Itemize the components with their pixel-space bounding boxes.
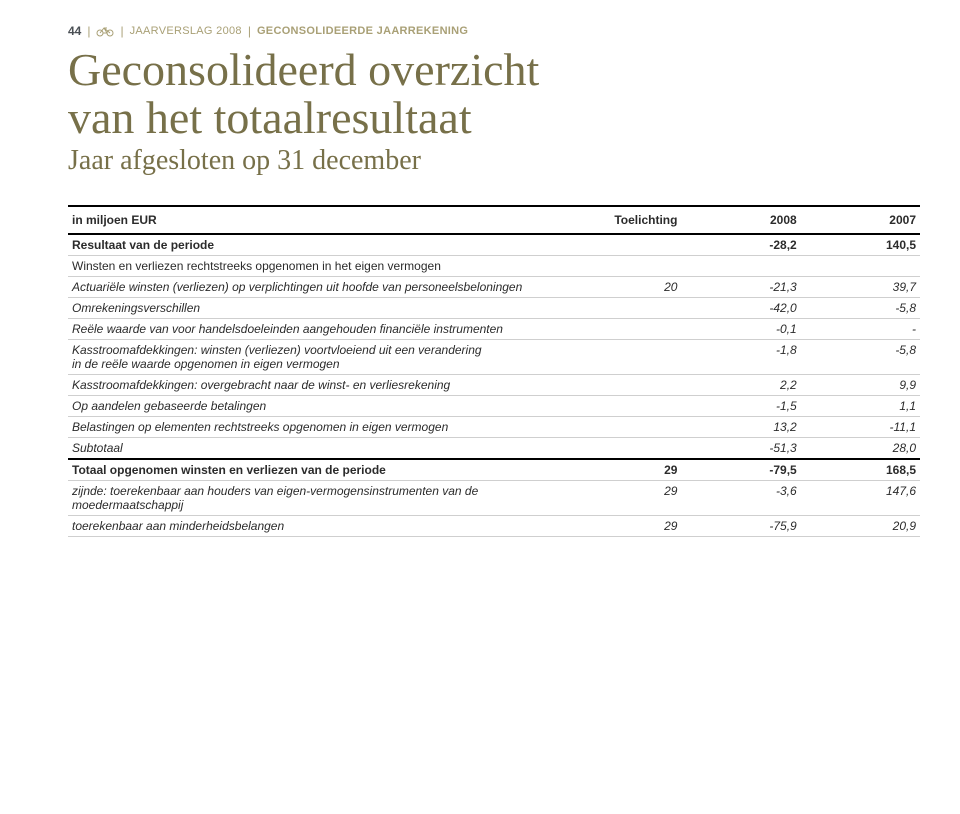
table-row: Belastingen op elementen rechtstreeks op… (68, 416, 920, 437)
table-body: Resultaat van de periode -28,2140,5 Winste… (68, 234, 920, 537)
col-header-year2: 2007 (801, 206, 920, 234)
row-label: Actuariële winsten (verliezen) op verpli… (68, 276, 579, 297)
row-label: Resultaat van de periode (68, 234, 579, 256)
row-year1: -79,5 (681, 459, 800, 481)
row-note (579, 339, 681, 374)
row-note (579, 255, 681, 276)
row-year1: -3,6 (681, 480, 800, 515)
row-year1: -1,5 (681, 395, 800, 416)
table-row: Winsten en verliezen rechtstreeks opgeno… (68, 255, 920, 276)
row-year2 (801, 255, 920, 276)
col-header-label: in miljoen EUR (68, 206, 579, 234)
row-label: Op aandelen gebaseerde betalingen (68, 395, 579, 416)
row-year2: 147,6 (801, 480, 920, 515)
row-note (579, 416, 681, 437)
separator-icon: | (87, 24, 90, 38)
row-note (579, 234, 681, 256)
row-label: Winsten en verliezen rechtstreeks opgeno… (68, 255, 579, 276)
page-header: 44 | | JAARVERSLAG 2008 | GECONSOLIDEERD… (68, 24, 920, 38)
row-year2: 28,0 (801, 437, 920, 459)
row-year1: 2,2 (681, 374, 800, 395)
row-label: Reële waarde van voor handelsdoeleinden … (68, 318, 579, 339)
bike-icon (96, 25, 114, 37)
row-year2: -11,1 (801, 416, 920, 437)
col-header-year1: 2008 (681, 206, 800, 234)
title-line-2: van het totaalresultaat (68, 92, 472, 143)
row-year2: 20,9 (801, 515, 920, 536)
row-year1: -21,3 (681, 276, 800, 297)
row-year2: - (801, 318, 920, 339)
table-row: Kasstroomafdekkingen: winsten (verliezen… (68, 339, 920, 374)
row-label: Belastingen op elementen rechtstreeks op… (68, 416, 579, 437)
row-note (579, 297, 681, 318)
subtitle: Jaar afgesloten op 31 december (68, 145, 920, 177)
row-note: 29 (579, 515, 681, 536)
row-year2: 168,5 (801, 459, 920, 481)
table-row: Resultaat van de periode -28,2140,5 (68, 234, 920, 256)
row-year1: -42,0 (681, 297, 800, 318)
row-label: Totaal opgenomen winsten en verliezen va… (68, 459, 579, 481)
row-label: Omrekeningsverschillen (68, 297, 579, 318)
page-number: 44 (68, 24, 81, 38)
row-year2: -5,8 (801, 339, 920, 374)
row-year1 (681, 255, 800, 276)
row-year1: -51,3 (681, 437, 800, 459)
table-row: Kasstroomafdekkingen: overgebracht naar … (68, 374, 920, 395)
row-label: Subtotaal (68, 437, 579, 459)
row-year1: -75,9 (681, 515, 800, 536)
row-label: zijnde: toerekenbaar aan houders van eig… (68, 480, 579, 515)
row-year2: 9,9 (801, 374, 920, 395)
row-note (579, 374, 681, 395)
table-row: toerekenbaar aan minderheidsbelangen29-7… (68, 515, 920, 536)
row-note (579, 437, 681, 459)
row-year2: 1,1 (801, 395, 920, 416)
row-note (579, 395, 681, 416)
table-row: Subtotaal -51,328,0 (68, 437, 920, 459)
title-line-1: Geconsolideerd overzicht (68, 44, 539, 95)
separator-icon: | (248, 24, 251, 38)
separator-icon: | (120, 24, 123, 38)
main-title: Geconsolideerd overzicht van het totaalr… (68, 46, 920, 143)
row-year2: 39,7 (801, 276, 920, 297)
table-row: Omrekeningsverschillen -42,0-5,8 (68, 297, 920, 318)
header-annual-label: JAARVERSLAG 2008 (130, 25, 242, 37)
row-year2: 140,5 (801, 234, 920, 256)
table-row: Reële waarde van voor handelsdoeleinden … (68, 318, 920, 339)
row-note (579, 318, 681, 339)
table-row: zijnde: toerekenbaar aan houders van eig… (68, 480, 920, 515)
header-section-label: GECONSOLIDEERDE JAARREKENING (257, 25, 468, 37)
financial-table: in miljoen EUR Toelichting 2008 2007 Res… (68, 205, 920, 537)
row-label: Kasstroomafdekkingen: overgebracht naar … (68, 374, 579, 395)
row-year1: -1,8 (681, 339, 800, 374)
row-note: 29 (579, 459, 681, 481)
row-note: 29 (579, 480, 681, 515)
row-label: toerekenbaar aan minderheidsbelangen (68, 515, 579, 536)
row-year2: -5,8 (801, 297, 920, 318)
table-row: Totaal opgenomen winsten en verliezen va… (68, 459, 920, 481)
table-row: Actuariële winsten (verliezen) op verpli… (68, 276, 920, 297)
document-page: 44 | | JAARVERSLAG 2008 | GECONSOLIDEERD… (0, 0, 960, 577)
row-year1: -28,2 (681, 234, 800, 256)
col-header-note: Toelichting (579, 206, 681, 234)
row-note: 20 (579, 276, 681, 297)
table-header-row: in miljoen EUR Toelichting 2008 2007 (68, 206, 920, 234)
row-year1: -0,1 (681, 318, 800, 339)
table-row: Op aandelen gebaseerde betalingen -1,51,1 (68, 395, 920, 416)
row-year1: 13,2 (681, 416, 800, 437)
row-label: Kasstroomafdekkingen: winsten (verliezen… (68, 339, 579, 374)
